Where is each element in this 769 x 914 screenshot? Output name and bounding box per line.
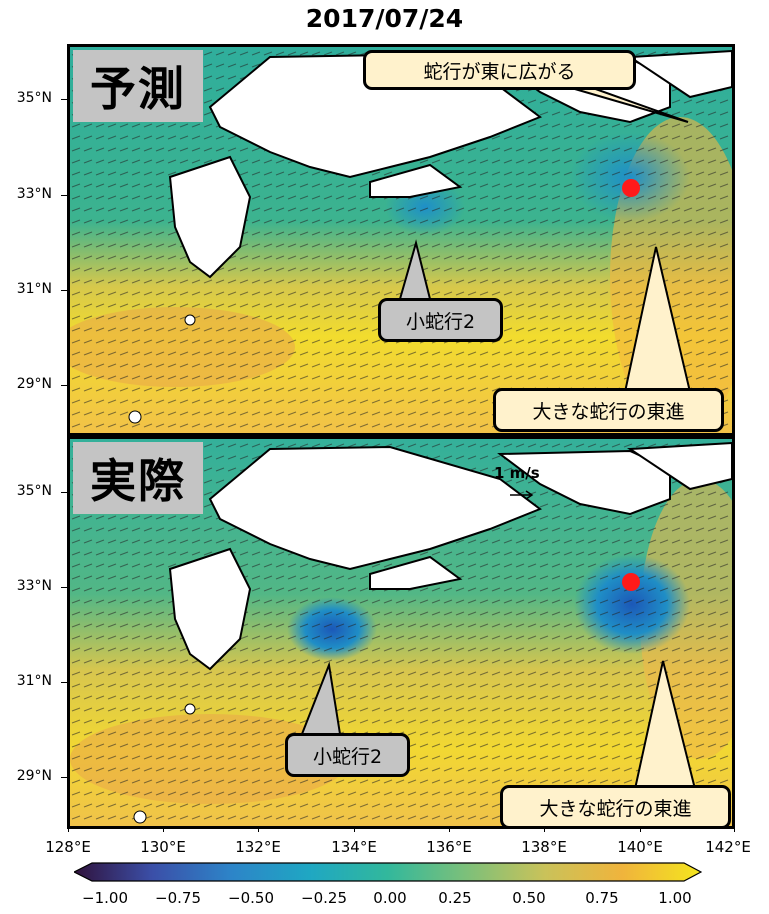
callout-large-meander-east-forecast: 大きな蛇行の東進	[493, 388, 724, 432]
scale-label: 1 m/s	[494, 464, 540, 482]
colorbar-tick-label: 0.50	[512, 889, 546, 907]
x-tick-label: 142°E	[705, 838, 751, 856]
y-tick-label: 33°N	[16, 186, 52, 202]
y-tick-label: 35°N	[16, 90, 52, 106]
colorbar-tick-label: 0.25	[438, 889, 472, 907]
y-tick-label: 29°N	[16, 376, 52, 392]
actual-panel: 実際 1 m/s 小蛇行2 大きな蛇行の東進	[67, 436, 735, 829]
x-tick-label: 130°E	[140, 838, 186, 856]
figure-title: 2017/07/24	[305, 4, 464, 33]
x-tick-label: 140°E	[617, 838, 663, 856]
red-marker-forecast	[622, 179, 640, 197]
colorbar-tick-label: 0.75	[585, 889, 619, 907]
forecast-panel: 予測 蛇行が東に広がる 小蛇行2 大きな蛇行の東進	[67, 44, 735, 436]
x-tick-label: 138°E	[521, 838, 567, 856]
callout-small-meander-2-actual: 小蛇行2	[285, 733, 410, 777]
x-tick-label: 132°E	[235, 838, 281, 856]
colorbar	[74, 862, 702, 882]
colorbar-tick-label: −0.75	[155, 889, 201, 907]
colorbar-tick-label: 0.00	[373, 889, 407, 907]
x-tick-label: 136°E	[426, 838, 472, 856]
callout-large-meander-east-actual: 大きな蛇行の東進	[500, 785, 731, 826]
y-tick-label: 33°N	[16, 578, 52, 594]
actual-label: 実際	[73, 442, 203, 514]
y-tick-label: 35°N	[16, 483, 52, 499]
red-marker-actual	[622, 573, 640, 591]
callout-meander-spreads-east: 蛇行が東に広がる	[363, 50, 636, 90]
x-tick-label: 134°E	[331, 838, 377, 856]
forecast-label: 予測	[73, 50, 203, 122]
x-tick-label: 128°E	[45, 838, 91, 856]
y-tick-label: 31°N	[16, 281, 52, 297]
callout-small-meander-2-forecast: 小蛇行2	[378, 298, 503, 342]
y-tick-label: 29°N	[16, 768, 52, 784]
colorbar-tick-label: −0.50	[228, 889, 274, 907]
colorbar-tick-label: −1.00	[82, 889, 128, 907]
colorbar-tick-label: 1.00	[658, 889, 692, 907]
colorbar-tick-label: −0.25	[301, 889, 347, 907]
y-tick-label: 31°N	[16, 673, 52, 689]
scale-arrow	[510, 490, 534, 500]
